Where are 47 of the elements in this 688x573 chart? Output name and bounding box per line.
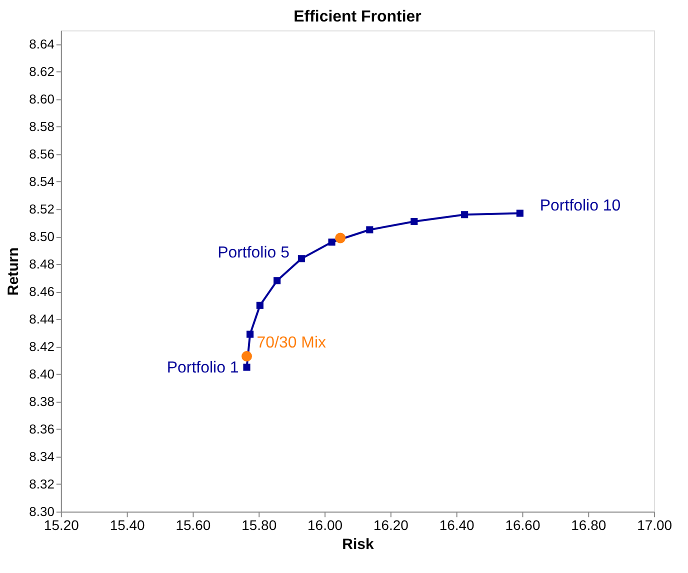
series-label: 70/30 Mix (256, 334, 326, 352)
y-tick-label: 8.44 (29, 312, 54, 327)
point (256, 302, 264, 309)
point (410, 218, 418, 226)
point (243, 364, 250, 371)
y-tick-label: 8.34 (29, 449, 54, 464)
y-axis-title: Return (5, 247, 22, 296)
chart-title: Efficient Frontier (294, 8, 422, 26)
y-tick-label: 8.36 (29, 422, 54, 437)
y-tick-label: 8.56 (29, 146, 54, 162)
x-tick-label: 15.20 (44, 517, 80, 534)
point (516, 210, 524, 217)
y-tick-label: 8.58 (29, 119, 54, 134)
y-tick-label: 8.50 (29, 229, 54, 244)
x-tick-label: 16.00 (308, 517, 343, 534)
y-tick-label: 8.32 (29, 476, 54, 492)
x-tick-label: 15.80 (242, 517, 277, 534)
point (298, 255, 305, 262)
annotation: Portfolio 1 (166, 359, 239, 376)
x-tick-label: 16.20 (373, 517, 409, 534)
y-tick-label: 8.60 (29, 92, 54, 107)
point (242, 351, 252, 362)
point (335, 232, 346, 244)
point (366, 226, 374, 234)
point (461, 211, 468, 218)
y-tick-label: 8.62 (29, 64, 54, 80)
annotation: Portfolio 10 (540, 197, 621, 214)
x-tick-label: 17.00 (637, 517, 672, 534)
x-tick-label: 15.40 (110, 517, 146, 534)
y-tick-label: 8.46 (29, 284, 54, 300)
y-tick-label: 8.30 (29, 504, 54, 520)
y-tick-label: 8.52 (29, 202, 54, 217)
x-axis-title: Risk (342, 536, 374, 554)
y-tick-label: 8.54 (29, 174, 54, 190)
x-tick-label: 16.40 (439, 517, 475, 534)
y-tick-label: 8.38 (29, 394, 54, 410)
y-tick-label: 8.42 (29, 339, 54, 354)
y-tick-label: 8.40 (29, 366, 54, 382)
y-tick-label: 8.48 (29, 256, 54, 272)
point (246, 330, 254, 338)
x-tick-label: 16.80 (571, 517, 606, 534)
x-tick-label: 15.60 (176, 517, 211, 534)
point (328, 238, 336, 246)
annotation: Portfolio 5 (218, 244, 290, 262)
x-tick-label: 16.60 (505, 517, 540, 534)
y-tick-label: 8.64 (29, 36, 54, 52)
point (274, 277, 281, 284)
